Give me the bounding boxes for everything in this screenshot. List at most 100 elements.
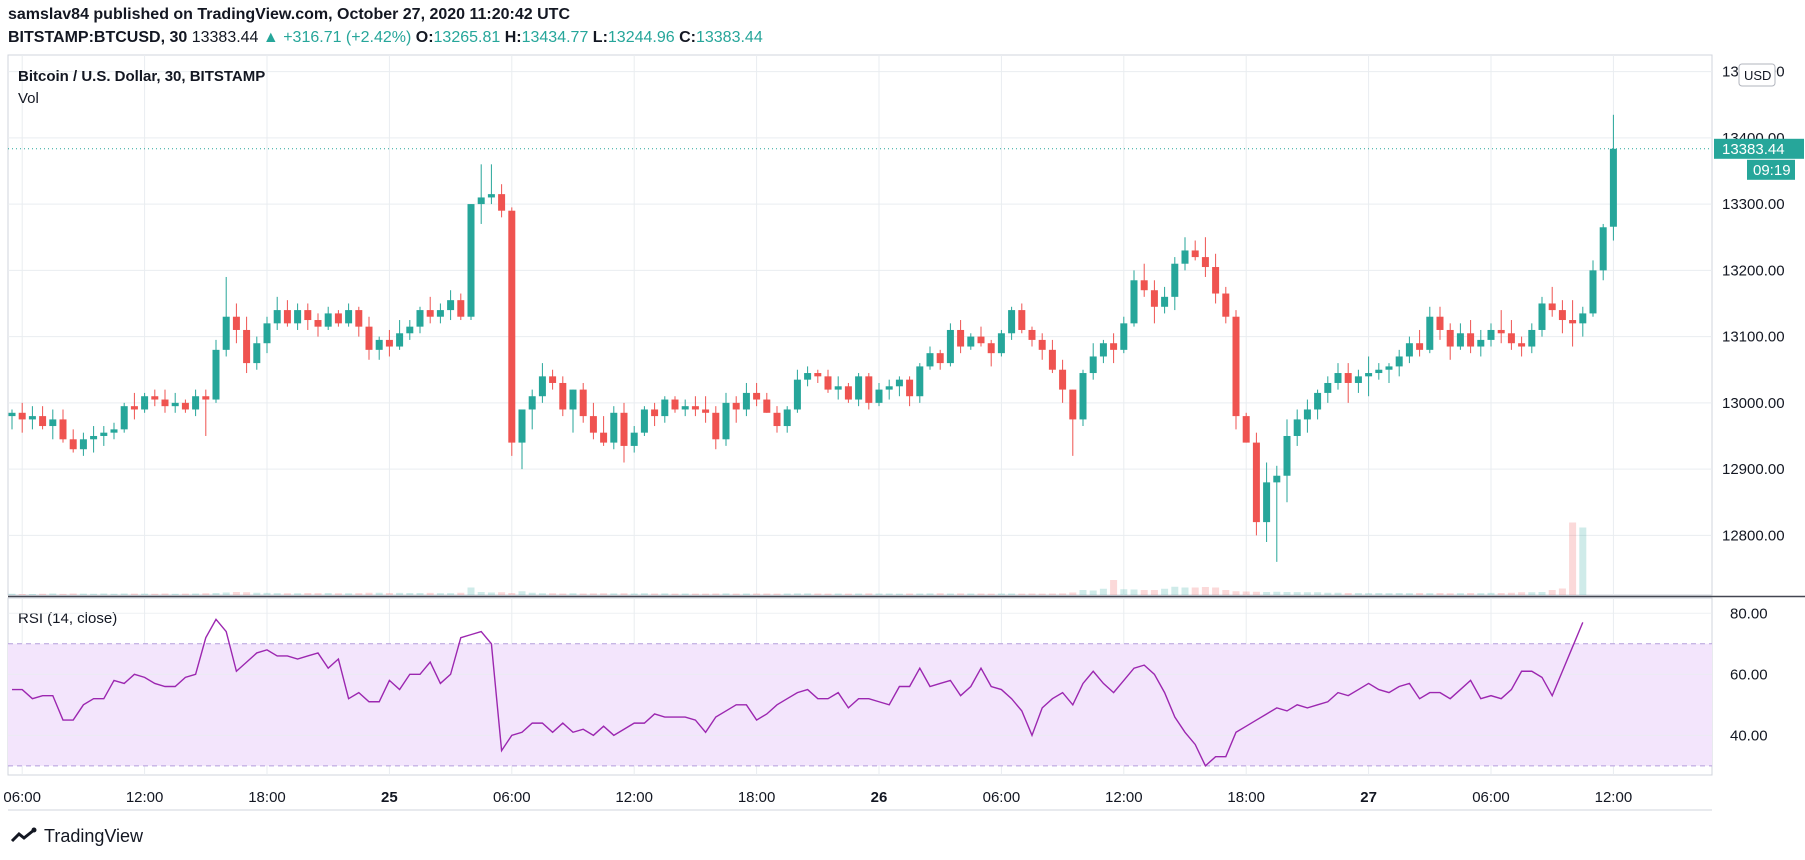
- volume-bar: [742, 593, 750, 595]
- volume-bar: [610, 593, 618, 595]
- volume-bar: [192, 593, 200, 595]
- volume-bar: [1507, 592, 1515, 595]
- volume-bar: [355, 593, 363, 595]
- volume-bar: [304, 593, 312, 595]
- volume-bar: [1354, 593, 1362, 595]
- candle-body: [1191, 250, 1199, 258]
- volume-bar: [957, 593, 965, 595]
- candle-body: [365, 326, 373, 350]
- volume-bar: [222, 592, 230, 595]
- candle-body: [345, 310, 353, 324]
- volume-bar: [8, 593, 16, 595]
- volume-bar: [385, 593, 393, 595]
- candle-body: [1161, 296, 1169, 307]
- time-tick-label: 26: [871, 789, 888, 806]
- rsi-tick-label: 80.00: [1730, 605, 1768, 622]
- candle-body: [1273, 475, 1281, 483]
- volume-bar: [457, 592, 465, 595]
- volume-bar: [640, 593, 648, 595]
- low-label: L:: [592, 29, 608, 46]
- candle-body: [1028, 329, 1036, 340]
- volume-bar: [1375, 593, 1383, 595]
- volume-bar: [1293, 592, 1301, 595]
- candle-body: [1293, 419, 1301, 436]
- volume-bar: [1130, 589, 1138, 595]
- candle-body: [865, 376, 873, 403]
- candle-body: [732, 402, 740, 410]
- candle-body: [1416, 343, 1424, 350]
- volume-bar: [1314, 592, 1322, 595]
- volume-bar: [212, 593, 220, 595]
- candle-body: [1059, 369, 1067, 390]
- volume-bar: [926, 593, 934, 595]
- volume-bar: [732, 593, 740, 595]
- currency-box: [1738, 63, 1776, 87]
- candle-body: [783, 409, 791, 427]
- price-tick-label: 13100.00: [1722, 329, 1785, 346]
- candle-body: [385, 339, 393, 347]
- volume-bar: [1120, 589, 1128, 595]
- volume-bar: [1140, 590, 1148, 595]
- volume-bar: [49, 593, 57, 595]
- volume-bar: [1385, 593, 1393, 595]
- volume-bar: [997, 593, 1005, 595]
- volume-bar: [579, 593, 587, 595]
- candle-body: [334, 313, 342, 324]
- volume-bar: [1446, 593, 1454, 595]
- volume-bar: [1263, 592, 1271, 595]
- candle-body: [1252, 442, 1260, 523]
- volume-bar: [1232, 591, 1240, 595]
- candle-body: [69, 439, 77, 450]
- volume-bar: [334, 593, 342, 595]
- candle-body: [1456, 333, 1464, 347]
- volume-bar: [120, 593, 128, 595]
- candle-body: [753, 392, 761, 400]
- candle-body: [1110, 343, 1118, 350]
- volume-bar: [793, 593, 801, 595]
- low-value: 13244.96: [607, 29, 675, 46]
- volume-bar: [130, 593, 138, 595]
- price-change: +316.71 (+2.42%): [283, 29, 412, 46]
- candle-body: [1426, 316, 1434, 350]
- volume-bar: [253, 592, 261, 595]
- candle-body: [396, 333, 404, 347]
- volume-bar: [202, 593, 210, 595]
- candle-body: [375, 339, 383, 350]
- candle-body: [1375, 369, 1383, 374]
- candle-body: [1467, 333, 1475, 347]
- volume-bar: [814, 593, 822, 595]
- volume-bar: [1467, 593, 1475, 595]
- candle-body: [742, 392, 750, 410]
- volume-bar: [406, 593, 414, 595]
- candle-body: [416, 310, 424, 327]
- volume-bar: [1222, 590, 1230, 595]
- volume-bar: [1252, 591, 1260, 595]
- candle-body: [192, 396, 200, 410]
- footer: TradingView: [10, 826, 143, 847]
- candle-body: [426, 310, 434, 317]
- publisher-text: samslav84 published on TradingView.com, …: [8, 6, 570, 23]
- volume-bar: [753, 593, 761, 595]
- volume-bar: [712, 593, 720, 595]
- volume-bar: [181, 593, 189, 595]
- candle-body: [977, 336, 985, 344]
- volume-bar: [671, 593, 679, 595]
- volume-bar: [1161, 588, 1169, 595]
- volume-bar: [783, 593, 791, 595]
- volume-bar: [722, 593, 730, 595]
- volume-bar: [681, 593, 689, 595]
- time-tick-label: 18:00: [738, 789, 776, 806]
- candle-body: [589, 416, 597, 433]
- candle-body: [355, 310, 363, 327]
- candle-body: [1038, 339, 1046, 350]
- time-tick-label: 18:00: [1227, 789, 1265, 806]
- candle-body: [90, 435, 98, 440]
- candle-body: [1140, 280, 1148, 291]
- volume-bar: [90, 593, 98, 595]
- volume-bar: [916, 593, 924, 595]
- candle-body: [1365, 373, 1373, 377]
- currency-label: USD: [1744, 68, 1771, 83]
- volume-bar: [763, 593, 771, 595]
- volume-bar: [1150, 590, 1158, 595]
